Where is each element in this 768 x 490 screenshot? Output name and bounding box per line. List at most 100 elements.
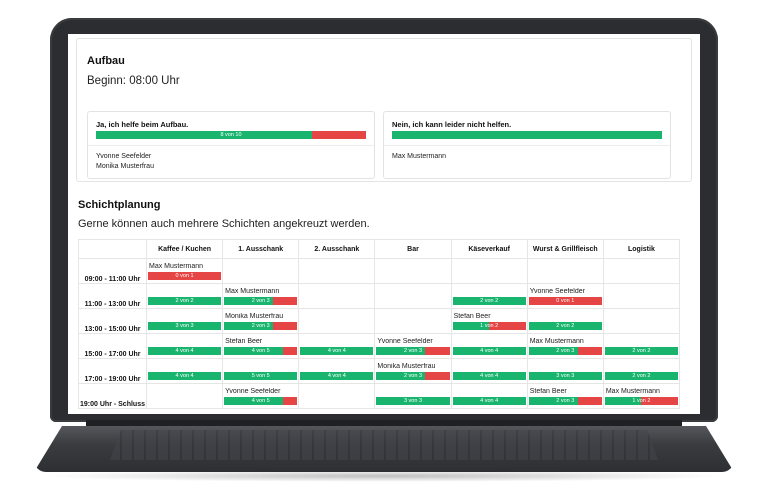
aufbau-card: Aufbau Beginn: 08:00 Uhr Ja, ich helfe b… <box>76 38 692 182</box>
slot-progress-bar: 2 von 3 <box>376 347 450 355</box>
slot-progress-bar: 4 von 5 <box>224 397 298 405</box>
shift-slot[interactable]: 4 von 4 <box>450 358 528 384</box>
shift-row: 15:00 - 17:00 Uhr 4 von 4 Stefan Beer 4 von… <box>78 333 681 359</box>
slot-progress-bar: 2 von 3 <box>224 297 298 305</box>
slot-progress-bar: 3 von 3 <box>376 397 450 405</box>
shift-slot[interactable]: 4 von 4 <box>145 333 224 359</box>
option-yes-names: Yvonne Seefelder Monika Musterfrau <box>96 152 154 171</box>
slot-progress-text: 4 von 4 <box>480 398 499 404</box>
slot-progress-bar: 1 von 2 <box>604 397 678 405</box>
slot-progress-bar: 4 von 4 <box>148 347 222 355</box>
shift-slot[interactable]: 3 von 3 <box>526 358 604 384</box>
slot-progress-fill <box>528 397 578 405</box>
option-no-progress <box>392 131 662 139</box>
shift-slot[interactable]: 4 von 4 <box>145 358 224 384</box>
slot-progress-bar: 4 von 4 <box>452 372 526 380</box>
slot-progress-text: 4 von 4 <box>480 348 499 354</box>
aufbau-option-yes[interactable]: Ja, ich helfe beim Aufbau. 8 von 10 Yvon… <box>87 111 375 179</box>
slot-progress-bar: 3 von 3 <box>148 322 222 330</box>
shift-slot[interactable]: 4 von 4 <box>450 333 528 359</box>
shift-time: 09:00 - 11:00 Uhr <box>78 258 147 284</box>
slot-participant-name: Yvonne Seefelder <box>377 338 433 345</box>
shift-slot[interactable]: Yvonne Seefelder 0 von 1 <box>526 283 604 309</box>
aufbau-option-no[interactable]: Nein, ich kann leider nicht helfen. Max … <box>383 111 671 179</box>
column-header: Logistik <box>602 239 681 259</box>
shift-time: 15:00 - 17:00 Uhr <box>78 333 147 359</box>
option-no-progress-fill <box>392 131 662 139</box>
slot-progress-text: 2 von 3 <box>556 348 575 354</box>
column-header: 1. Ausschank <box>222 239 300 259</box>
column-header-time <box>78 239 147 259</box>
shift-slot[interactable]: 4 von 4 <box>298 333 376 359</box>
shift-slot[interactable]: Yvonne Seefelder 4 von 5 <box>222 383 300 409</box>
option-yes-progress-text: 8 von 10 <box>220 132 242 138</box>
slot-progress-bar: 4 von 4 <box>452 397 526 405</box>
shift-slot[interactable]: Stefan Beer 2 von 3 <box>526 383 604 409</box>
slot-progress-fill <box>224 397 283 405</box>
slot-progress-text: 4 von 4 <box>175 373 194 379</box>
shift-slot[interactable]: 2 von 2 <box>602 333 681 359</box>
shift-slot[interactable]: 2 von 2 <box>450 283 528 309</box>
shift-slot[interactable]: 2 von 2 <box>526 308 604 334</box>
option-yes-progress: 8 von 10 <box>96 131 366 139</box>
shift-slot[interactable]: 2 von 2 <box>145 283 224 309</box>
shift-slot[interactable]: Max Mustermann 2 von 3 <box>222 283 300 309</box>
shift-slot[interactable]: 4 von 4 <box>298 358 376 384</box>
slot-progress-text: 2 von 2 <box>480 298 499 304</box>
shift-row: 09:00 - 11:00 Uhr Max Mustermann 0 von 1 <box>78 258 681 284</box>
slot-progress-fill <box>148 297 222 305</box>
slot-progress-text: 2 von 3 <box>403 348 423 354</box>
shift-slot[interactable]: Stefan Beer 4 von 5 <box>222 333 300 359</box>
column-header: Bar <box>374 239 452 259</box>
shift-slot[interactable]: 2 von 2 <box>602 358 681 384</box>
shift-slot[interactable]: Monika Musterfrau 2 von 3 <box>222 308 300 334</box>
slot-progress-bar: 4 von 4 <box>300 372 374 380</box>
slot-progress-fill <box>604 347 678 355</box>
shift-slot[interactable]: Max Mustermann 0 von 1 <box>145 258 224 284</box>
slot-progress-bar: 0 von 1 <box>148 272 222 280</box>
slot-progress-text: 4 von 4 <box>175 348 194 354</box>
shift-slot[interactable]: Max Mustermann 2 von 3 <box>526 333 604 359</box>
column-header: Wurst & Grillfleisch <box>526 239 604 259</box>
slot-progress-fill <box>452 372 526 380</box>
slot-participant-name: Stefan Beer <box>529 388 567 395</box>
shift-row: 13:00 - 15:00 Uhr 3 von 3 Monika Musterfra… <box>78 308 681 334</box>
slot-participant-name: Stefan Beer <box>453 313 491 320</box>
slot-progress-fill <box>604 372 678 380</box>
shift-time: 19:00 Uhr - Schluss <box>78 383 147 409</box>
slot-progress-bar: 4 von 4 <box>148 372 222 380</box>
slot-progress-bar: 4 von 5 <box>224 347 298 355</box>
slot-progress-bar: 2 von 3 <box>528 397 602 405</box>
slot-progress-fill <box>148 322 222 330</box>
slot-progress-text: 2 von 2 <box>175 298 194 304</box>
slot-progress-text: 2 von 3 <box>251 323 270 329</box>
shift-slot[interactable]: Yvonne Seefelder 2 von 3 <box>374 333 452 359</box>
slot-progress-fill <box>300 372 374 380</box>
shift-slot[interactable]: 3 von 3 <box>145 308 224 334</box>
shift-row: 17:00 - 19:00 Uhr 4 von 4 5 von 5 4 von 4 Mo… <box>78 358 681 384</box>
shift-slot[interactable]: 3 von 3 <box>374 383 452 409</box>
slot-progress-text: 4 von 5 <box>251 398 270 404</box>
shift-table-header: Kaffee / Kuchen 1. Ausschank 2. Ausschank B… <box>78 239 681 259</box>
shift-slot[interactable]: 4 von 4 <box>450 383 528 409</box>
slot-participant-name: Monika Musterfrau <box>225 313 284 320</box>
shift-slot <box>298 283 376 309</box>
shift-slot <box>298 258 376 284</box>
slot-progress-text: 4 von 4 <box>327 373 346 379</box>
shift-slot[interactable]: 5 von 5 <box>222 358 300 384</box>
shift-slot <box>602 283 681 309</box>
shift-slot[interactable]: Monika Musterfrau 2 von 3 <box>374 358 452 384</box>
laptop-screen: Aufbau Beginn: 08:00 Uhr Ja, ich helfe b… <box>68 34 700 414</box>
slot-progress-fill <box>224 372 298 380</box>
shift-slot[interactable]: Max Mustermann 1 von 2 <box>602 383 681 409</box>
participant-name: Monika Musterfrau <box>96 162 154 170</box>
slot-progress-fill <box>148 347 222 355</box>
slot-progress-bar: 2 von 3 <box>528 347 602 355</box>
aufbau-start-time: Beginn: 08:00 Uhr <box>87 75 180 87</box>
slot-progress-fill <box>376 347 426 355</box>
shift-time: 13:00 - 15:00 Uhr <box>78 308 147 334</box>
shift-slot <box>298 308 376 334</box>
shift-slot <box>374 283 452 309</box>
shift-slot <box>374 258 452 284</box>
shift-slot[interactable]: Stefan Beer 1 von 2 <box>450 308 528 334</box>
